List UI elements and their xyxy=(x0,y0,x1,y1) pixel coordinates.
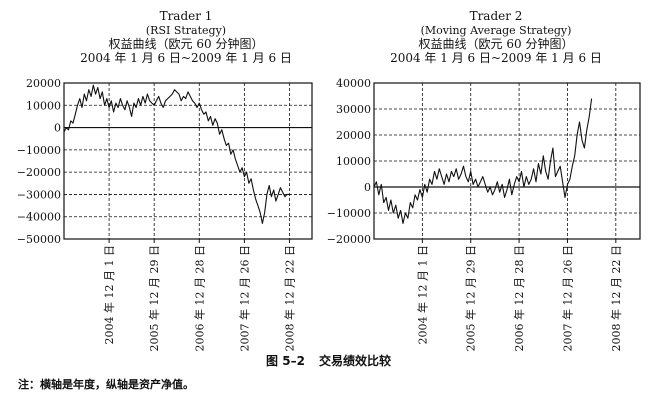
chart-title-line-4: 2004 年 1 月 6 日~2009 年 1 月 6 日 xyxy=(390,51,602,65)
x-tick-label: 2005 年 12 月 29 日 xyxy=(464,245,478,351)
chart-2: Trader 2(Moving Average Strategy)权益曲线（欧元… xyxy=(327,9,641,351)
equity-curve-line xyxy=(373,98,593,224)
chart-1: Trader 1(RSI Strategy)权益曲线（欧元 60 分钟图）200… xyxy=(17,9,313,351)
y-tick-label: −50000 xyxy=(17,233,61,246)
x-tick-label: 2007 年 12 月 26 日 xyxy=(560,245,574,351)
figure-caption: 图 5–2 交易绩效比较 xyxy=(0,352,657,369)
x-tick-label: 2006 年 12 月 28 日 xyxy=(192,245,206,351)
y-tick-label: 0 xyxy=(364,181,371,194)
chart-title-line-1: Trader 2 xyxy=(470,9,523,23)
plot-frame xyxy=(63,82,313,240)
y-tick-label: 10000 xyxy=(26,99,61,112)
chart-title-line-2: (RSI Strategy) xyxy=(146,24,226,37)
plot-frame xyxy=(373,82,641,240)
chart-title-line-3: 权益曲线（欧元 60 分钟图） xyxy=(109,36,264,51)
x-tick-label: 2008 年 12 月 22 日 xyxy=(609,245,623,351)
chart-title-line-4: 2004 年 1 月 6 日~2009 年 1 月 6 日 xyxy=(80,51,292,65)
y-tick-label: 40000 xyxy=(336,77,371,90)
x-tick-label: 2004 年 12 月 1 日 xyxy=(102,245,116,344)
x-tick-label: 2004 年 12 月 1 日 xyxy=(415,245,429,344)
chart-title-line-1: Trader 1 xyxy=(160,9,213,23)
y-tick-label: −40000 xyxy=(17,211,61,224)
x-tick-label: 2005 年 12 月 29 日 xyxy=(147,245,161,351)
chart-title-line-3: 权益曲线（欧元 60 分钟图） xyxy=(419,36,574,51)
figure-note: 注：横轴是年度，纵轴是资产净值。 xyxy=(18,378,194,391)
x-tick-label: 2008 年 12 月 22 日 xyxy=(282,245,296,351)
x-tick-label: 2006 年 12 月 28 日 xyxy=(512,245,526,351)
y-tick-label: −10000 xyxy=(327,207,371,220)
y-tick-label: 20000 xyxy=(336,129,371,142)
y-tick-label: −20000 xyxy=(327,233,371,246)
caption-title: 交易绩效比较 xyxy=(318,354,391,368)
caption-number: 图 5–2 xyxy=(266,354,305,368)
y-tick-label: 0 xyxy=(54,122,61,135)
y-tick-label: 20000 xyxy=(26,77,61,90)
y-tick-label: 30000 xyxy=(336,103,371,116)
y-tick-label: −20000 xyxy=(17,166,61,179)
chart-title-line-2: (Moving Average Strategy) xyxy=(421,24,572,37)
x-tick-label: 2007 年 12 月 26 日 xyxy=(237,245,251,351)
y-tick-label: −10000 xyxy=(17,144,61,157)
y-tick-label: −30000 xyxy=(17,188,61,201)
equity-curve-line xyxy=(63,84,290,224)
y-tick-label: 10000 xyxy=(336,155,371,168)
